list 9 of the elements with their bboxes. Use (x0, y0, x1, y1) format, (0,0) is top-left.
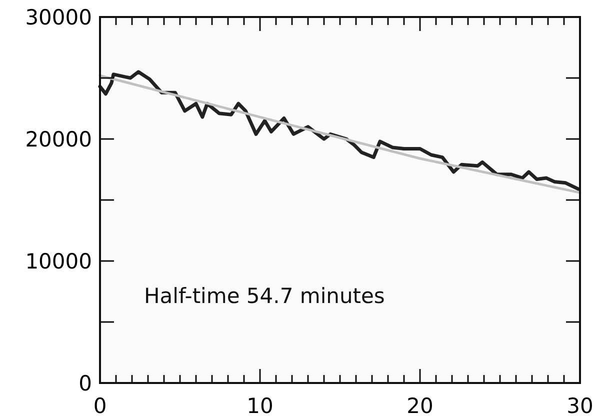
x-tick-label: 0 (93, 394, 107, 418)
y-tick-label: 30000 (25, 5, 92, 30)
x-tick-label: 20 (406, 394, 434, 418)
y-tick-label: 0 (78, 371, 92, 396)
y-tick-label: 20000 (25, 127, 92, 152)
annotation: Half-time 54.7 minutes (144, 284, 385, 308)
x-tick-label: 10 (246, 394, 274, 418)
y-tick-label: 10000 (25, 249, 92, 274)
x-tick-label: 30 (566, 394, 594, 418)
